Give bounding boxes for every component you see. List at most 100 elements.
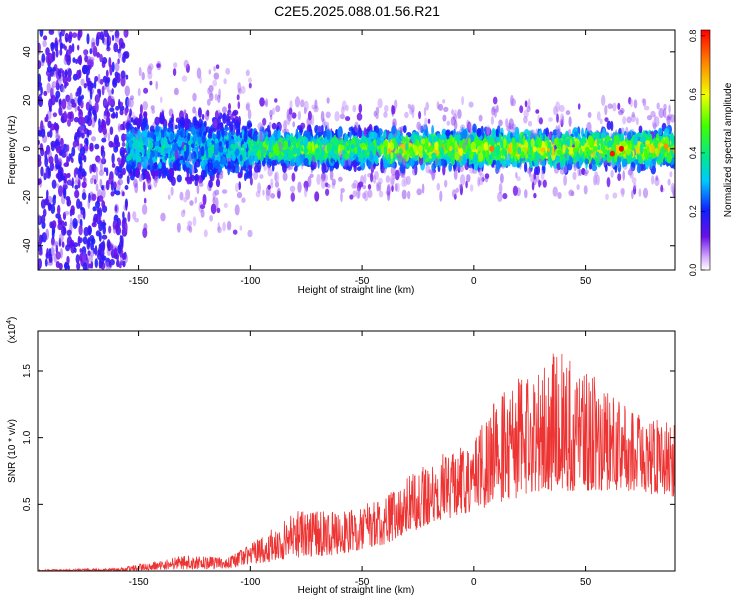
heatmap-cell (91, 136, 96, 142)
heatmap-cell (142, 181, 146, 192)
heatmap-cell (82, 209, 86, 220)
heatmap-cell (345, 116, 351, 122)
heatmap-cell (340, 188, 345, 193)
heatmap-cell (143, 87, 149, 94)
heatmap-cell (98, 124, 103, 134)
heatmap-cell (170, 186, 174, 196)
heatmap-cell (46, 82, 51, 94)
heatmap-cell (418, 124, 422, 133)
heatmap-cell (326, 128, 331, 141)
heatmap-cell (77, 30, 83, 38)
heatmap-cell (208, 141, 213, 147)
heatmap-cell (267, 158, 272, 166)
heatmap-cell (247, 229, 253, 238)
heatmap-cell (89, 144, 94, 152)
heatmap-cell (367, 184, 372, 190)
heatmap-cell (44, 258, 48, 267)
heatmap-cell (139, 104, 143, 115)
heatmap-cell (54, 40, 59, 52)
heatmap-cell (478, 114, 483, 122)
heatmap-cell (353, 179, 359, 189)
heatmap-cell (111, 163, 116, 168)
heatmap-cell (80, 101, 84, 109)
heatmap-cell (201, 113, 205, 121)
heatmap-cell (271, 122, 277, 130)
heatmap-cell (248, 77, 252, 83)
heatmap-cell (109, 126, 114, 135)
heatmap-cell (208, 128, 212, 134)
heatmap-cell (267, 184, 271, 190)
heatmap-cell (323, 132, 327, 137)
heatmap-cell (101, 57, 108, 65)
heatmap-cell (358, 152, 364, 158)
heatmap-cell (380, 135, 384, 144)
heatmap-cell (555, 101, 561, 113)
heatmap-cell (363, 149, 368, 158)
heatmap-cell (174, 150, 179, 160)
heatmap-cell (227, 160, 231, 170)
heatmap-cell (71, 102, 77, 108)
heatmap-cell (296, 147, 301, 157)
heatmap-cell (191, 168, 195, 173)
heatmap-cell (583, 185, 588, 195)
heatmap-cell (49, 161, 55, 172)
heatmap-cell (294, 96, 301, 108)
heatmap-cell (105, 167, 109, 177)
heatmap-cell (282, 162, 287, 173)
heatmap-cell (285, 133, 290, 140)
heatmap-cell (255, 190, 261, 198)
heatmap-cell (232, 229, 238, 235)
heatmap-cell (87, 80, 93, 92)
heatmap-cell (461, 95, 464, 106)
heatmap-cell (222, 158, 226, 165)
heatmap-cell (50, 142, 56, 152)
heatmap-cell (308, 124, 312, 133)
heatmap-cell (442, 99, 446, 104)
heatmap-cell (270, 178, 274, 186)
heatmap-cell (89, 48, 93, 55)
heatmap-cell (500, 173, 504, 184)
heatmap-cell (141, 160, 147, 169)
heatmap-cell (136, 118, 141, 127)
heatmap-cell (187, 133, 191, 141)
heatmap-cell (129, 123, 133, 131)
heatmap-cell (208, 146, 214, 158)
heatmap-cell (268, 136, 273, 148)
heatmap-cell (612, 102, 617, 112)
heatmap-cell (111, 61, 115, 73)
heatmap-cell (214, 138, 219, 144)
heatmap-cell (360, 142, 366, 148)
heatmap-cell (94, 245, 98, 256)
heatmap-cell (497, 191, 503, 203)
heatmap-cell (221, 126, 225, 138)
heatmap-cell (123, 30, 127, 38)
heatmap-cell (265, 190, 270, 202)
heatmap-cell (106, 239, 111, 250)
heatmap-cell (668, 104, 671, 114)
heatmap-cell (223, 147, 228, 153)
heatmap-cell (354, 121, 359, 133)
heatmap-cell (300, 146, 304, 152)
heatmap-cell (86, 33, 90, 45)
heatmap-cell (620, 187, 625, 195)
heatmap-cell (218, 145, 224, 153)
heatmap-cell (67, 34, 72, 44)
heatmap-cell (164, 155, 168, 161)
heatmap-cell (314, 191, 320, 202)
heatmap-cell (52, 112, 58, 118)
heatmap-cell (148, 158, 153, 165)
heatmap-cell (93, 213, 99, 223)
heatmap-cell (131, 161, 135, 171)
heatmap-cell (206, 109, 210, 117)
heatmap-cell (116, 259, 120, 268)
heatmap-cell (268, 151, 272, 159)
heatmap-cell (222, 112, 227, 124)
heatmap-cell (77, 214, 81, 219)
heatmap-cell (272, 107, 275, 115)
heatmap-cell (87, 197, 91, 210)
heatmap-cell (73, 116, 80, 123)
heatmap-cell (72, 140, 78, 148)
heatmap-cell (295, 155, 301, 167)
heatmap-cell (356, 112, 363, 121)
heatmap-cell (69, 240, 73, 249)
